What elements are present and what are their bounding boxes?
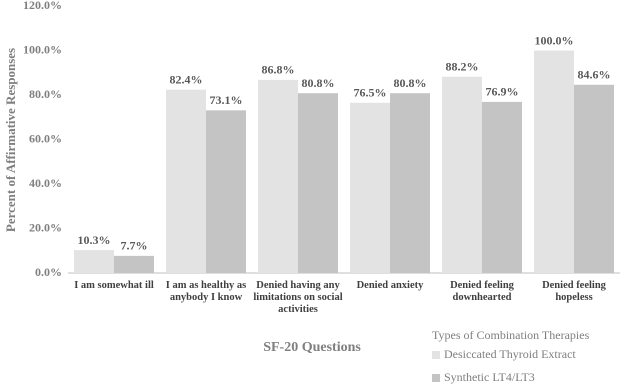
x-tick-label: Denied feeling downhearted xyxy=(450,280,514,303)
value-label: 84.6% xyxy=(578,68,611,82)
y-tick-label: 0.0% xyxy=(35,265,62,279)
value-label: 76.9% xyxy=(486,85,519,99)
value-label: 82.4% xyxy=(170,72,203,86)
y-tick-label: 40.0% xyxy=(29,176,62,190)
x-tick-label: Denied anxiety xyxy=(356,280,424,291)
x-tick-label: Denied feeling hopeless xyxy=(542,280,606,303)
value-label: 73.1% xyxy=(210,93,243,107)
bar xyxy=(390,93,430,273)
value-label: 100.0% xyxy=(535,33,574,47)
y-axis-title: Percent of Affirmative Responses xyxy=(3,48,18,232)
x-tick-label: I am as healthy as anybody I know xyxy=(165,280,247,303)
bar xyxy=(442,76,482,273)
y-tick-label: 80.0% xyxy=(29,87,62,101)
bar xyxy=(574,84,614,273)
bar xyxy=(114,255,154,273)
bar xyxy=(166,89,206,273)
value-label: 76.5% xyxy=(354,86,387,100)
value-label: 86.8% xyxy=(262,63,295,77)
y-tick-label: 120.0% xyxy=(23,0,62,12)
x-tick-label: Denied having any limitations on social … xyxy=(253,280,343,315)
value-label: 7.7% xyxy=(121,239,148,253)
legend-swatch xyxy=(432,351,440,359)
legend-label: Desiccated Thyroid Extract xyxy=(444,347,576,361)
bar xyxy=(258,79,298,274)
value-label: 80.8% xyxy=(394,76,427,90)
bar xyxy=(206,110,246,273)
bar xyxy=(350,102,390,273)
value-label: 10.3% xyxy=(78,233,111,247)
bar xyxy=(74,250,114,273)
y-tick-label: 60.0% xyxy=(29,131,62,145)
legend-title: Types of Combination Therapies xyxy=(432,328,590,342)
legend-label: Synthetic LT4/LT3 xyxy=(444,370,535,384)
y-tick-label: 100.0% xyxy=(23,42,62,56)
value-label: 80.8% xyxy=(302,76,335,90)
bar xyxy=(482,101,522,274)
x-axis-title: SF-20 Questions xyxy=(263,340,361,355)
x-tick-label: I am somewhat ill xyxy=(74,280,154,291)
legend-swatch xyxy=(432,374,440,382)
bar xyxy=(534,50,574,273)
bar xyxy=(298,93,338,273)
value-label: 88.2% xyxy=(446,60,479,74)
y-tick-label: 20.0% xyxy=(29,220,62,234)
